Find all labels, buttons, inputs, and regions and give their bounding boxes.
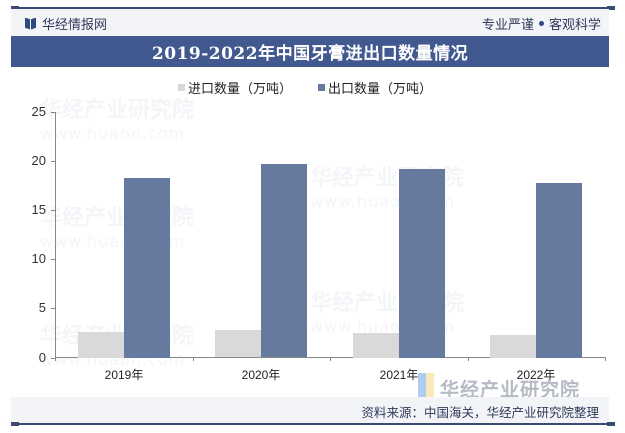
bar-export: [399, 169, 445, 358]
logo-icon: [418, 373, 434, 403]
footer-band: 资料来源：中国海关，华经产业研究院整理: [11, 397, 609, 423]
x-tick-label: 2020年: [241, 368, 281, 382]
legend-item-export: 出口数量（万吨）: [318, 78, 432, 97]
y-tick: [51, 259, 55, 260]
source-note: 资料来源：中国海关，华经产业研究院整理: [361, 405, 599, 420]
slogan-left: 专业严谨: [481, 18, 534, 33]
y-tick: [51, 112, 55, 113]
brand-name: 华经情报网: [42, 18, 108, 33]
slogan-right: 客观科学: [548, 18, 601, 33]
bar-import: [353, 333, 399, 358]
y-axis: [55, 112, 56, 358]
x-tick: [605, 357, 606, 361]
logo-watermark: 华经产业研究院: [418, 373, 580, 403]
chart-title: 2019-2022年中国牙膏进出口数量情况: [151, 44, 469, 64]
bullet-icon: [538, 21, 544, 26]
y-tick-label: 25: [31, 104, 46, 119]
y-tick-label: 0: [38, 350, 46, 365]
x-tick: [55, 357, 56, 361]
legend-swatch-export: [318, 84, 326, 91]
y-tick-label: 5: [38, 300, 46, 315]
y-tick-label: 10: [31, 251, 46, 266]
y-tick-label: 20: [31, 153, 46, 168]
bar-export: [124, 178, 170, 358]
bar-export: [261, 164, 307, 357]
top-frame-line: [11, 6, 615, 10]
bar-import: [490, 335, 536, 358]
legend-label: 出口数量（万吨）: [328, 82, 433, 97]
y-tick: [51, 358, 55, 359]
y-tick: [51, 161, 55, 162]
brand: 华经情报网: [25, 14, 107, 33]
bar-import: [78, 332, 124, 358]
y-tick: [51, 308, 55, 309]
x-tick: [193, 357, 194, 361]
x-tick: [330, 357, 331, 361]
x-tick: [468, 357, 469, 361]
bar-export: [536, 183, 582, 358]
title-band: 2019-2022年中国牙膏进出口数量情况: [11, 36, 609, 67]
bar-import: [215, 330, 261, 357]
header-bar: 华经情报网 专业严谨 客观科学: [11, 9, 609, 36]
legend-label: 进口数量（万吨）: [188, 82, 293, 97]
bottom-frame-line: [11, 422, 615, 426]
slogan: 专业严谨 客观科学: [482, 14, 601, 33]
legend-item-import: 进口数量（万吨）: [178, 78, 292, 97]
x-tick-label: 2021年: [379, 368, 419, 382]
x-tick-label: 2019年: [104, 368, 144, 382]
y-tick-label: 15: [31, 202, 46, 217]
chart-legend: 进口数量（万吨） 出口数量（万吨）: [178, 78, 432, 97]
legend-swatch-import: [178, 84, 185, 91]
x-tick-label: 2022年: [516, 368, 556, 382]
y-tick: [51, 210, 55, 211]
